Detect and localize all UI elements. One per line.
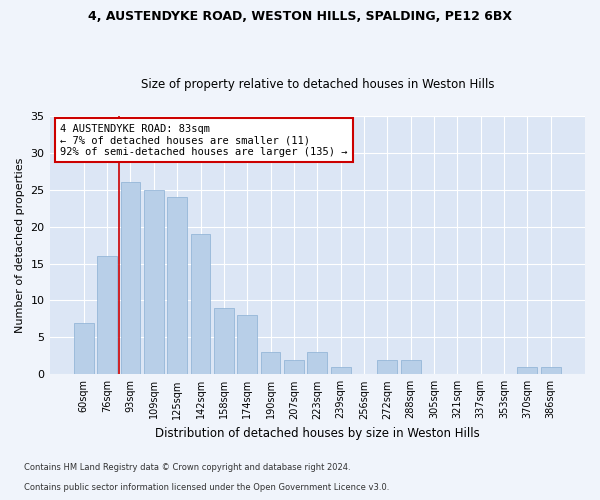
X-axis label: Distribution of detached houses by size in Weston Hills: Distribution of detached houses by size … bbox=[155, 427, 479, 440]
Text: 4, AUSTENDYKE ROAD, WESTON HILLS, SPALDING, PE12 6BX: 4, AUSTENDYKE ROAD, WESTON HILLS, SPALDI… bbox=[88, 10, 512, 23]
Title: Size of property relative to detached houses in Weston Hills: Size of property relative to detached ho… bbox=[140, 78, 494, 91]
Bar bbox=[331, 367, 350, 374]
Bar bbox=[377, 360, 397, 374]
Bar bbox=[260, 352, 280, 374]
Bar bbox=[541, 367, 560, 374]
Bar bbox=[167, 197, 187, 374]
Bar bbox=[214, 308, 234, 374]
Bar bbox=[307, 352, 327, 374]
Bar bbox=[97, 256, 117, 374]
Y-axis label: Number of detached properties: Number of detached properties bbox=[15, 158, 25, 332]
Text: Contains HM Land Registry data © Crown copyright and database right 2024.: Contains HM Land Registry data © Crown c… bbox=[24, 464, 350, 472]
Bar bbox=[121, 182, 140, 374]
Bar bbox=[401, 360, 421, 374]
Text: Contains public sector information licensed under the Open Government Licence v3: Contains public sector information licen… bbox=[24, 484, 389, 492]
Bar bbox=[191, 234, 211, 374]
Bar bbox=[284, 360, 304, 374]
Bar bbox=[238, 315, 257, 374]
Text: 4 AUSTENDYKE ROAD: 83sqm
← 7% of detached houses are smaller (11)
92% of semi-de: 4 AUSTENDYKE ROAD: 83sqm ← 7% of detache… bbox=[60, 124, 348, 156]
Bar bbox=[74, 322, 94, 374]
Bar bbox=[144, 190, 164, 374]
Bar bbox=[517, 367, 538, 374]
